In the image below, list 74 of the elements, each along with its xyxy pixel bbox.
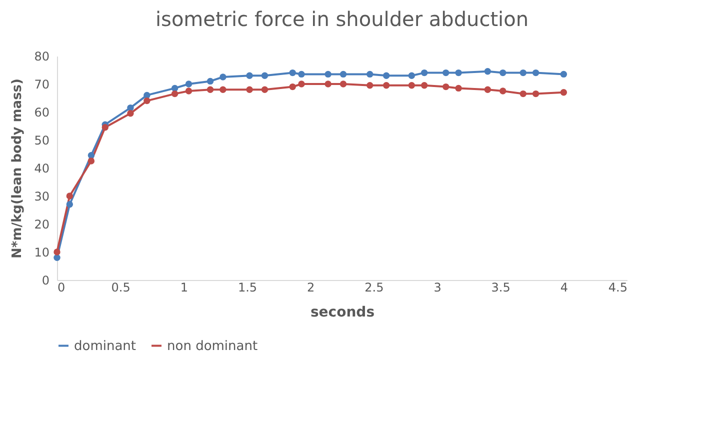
x-tick-label: 3 — [434, 280, 442, 294]
y-tick-label: 10 — [34, 246, 50, 260]
point — [408, 82, 416, 89]
y-axis-title: N*m/kg(lean body mass) — [10, 78, 26, 258]
point — [206, 86, 214, 93]
point — [366, 82, 374, 89]
point — [185, 80, 192, 88]
x-axis-title: seconds — [310, 304, 375, 320]
x-tick-label: 4 — [560, 280, 568, 294]
point — [298, 80, 305, 88]
point — [127, 104, 134, 112]
y-tick-label: 30 — [34, 190, 50, 204]
y-tick-label: 60 — [34, 106, 50, 120]
point — [500, 88, 506, 94]
point — [171, 84, 178, 92]
legend-label: non dominant — [167, 338, 258, 354]
point — [220, 74, 226, 80]
y-tick-label: 20 — [34, 218, 50, 232]
y-tick-label: 70 — [34, 78, 50, 92]
point — [560, 70, 568, 78]
chart-title: isometric force in shoulder abduction — [155, 7, 529, 31]
point — [420, 69, 428, 76]
point — [246, 86, 253, 93]
x-tick-label: 2.5 — [364, 280, 384, 294]
point — [261, 72, 268, 79]
point — [88, 158, 95, 164]
x-tick-label: 4.5 — [608, 280, 628, 294]
point — [185, 88, 192, 94]
x-tick-label: 1.5 — [238, 280, 258, 294]
point — [246, 72, 253, 79]
point — [206, 78, 214, 85]
point — [144, 97, 150, 104]
x-tick-label: 0.5 — [111, 280, 130, 294]
point — [382, 82, 390, 89]
point — [340, 80, 347, 88]
point — [382, 72, 390, 79]
point — [408, 72, 416, 79]
point — [298, 70, 305, 78]
x-tick-label: 2 — [307, 280, 315, 294]
point — [102, 124, 108, 131]
point — [220, 86, 226, 93]
point — [455, 69, 462, 76]
point — [500, 69, 506, 76]
point — [66, 201, 74, 208]
point — [324, 70, 332, 78]
point — [484, 68, 492, 75]
point — [127, 110, 134, 117]
point — [560, 89, 568, 96]
y-tick-label: 50 — [34, 134, 50, 148]
point — [289, 83, 296, 90]
point — [532, 90, 540, 98]
point — [66, 192, 74, 200]
point — [54, 248, 60, 256]
point — [455, 84, 462, 92]
x-tick-label: 3.5 — [491, 280, 510, 294]
point — [261, 86, 268, 93]
x-tick-label: 0 — [58, 280, 66, 294]
point — [532, 69, 540, 76]
point — [484, 86, 492, 93]
y-tick-label: 80 — [34, 50, 50, 64]
x-tick-label: 1 — [180, 280, 188, 294]
legend-label: dominant — [74, 338, 136, 354]
point — [420, 82, 428, 89]
point — [289, 69, 296, 76]
point — [520, 90, 526, 98]
point — [171, 90, 178, 98]
point — [520, 69, 526, 76]
point — [340, 70, 347, 78]
point — [54, 254, 60, 261]
point — [366, 70, 374, 78]
point — [442, 69, 450, 76]
y-tick-label: 40 — [34, 162, 50, 176]
point — [324, 80, 332, 88]
point — [442, 83, 450, 90]
